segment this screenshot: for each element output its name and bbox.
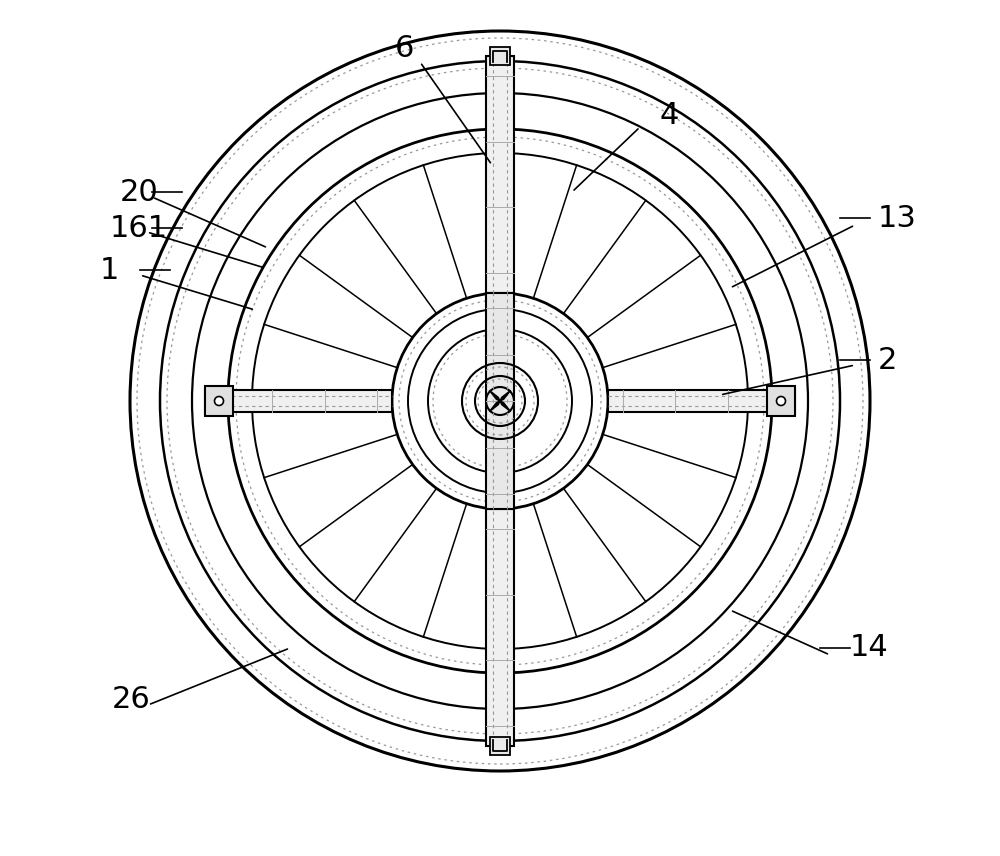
Bar [486, 509, 514, 746]
Text: 161: 161 [110, 213, 168, 242]
Bar [608, 390, 795, 412]
Bar [486, 56, 514, 293]
Text: 2: 2 [878, 346, 897, 375]
Text: 26: 26 [112, 686, 151, 715]
Bar [205, 386, 233, 416]
Text: 4: 4 [660, 100, 679, 129]
Polygon shape [489, 401, 500, 412]
Bar [486, 293, 514, 509]
Circle shape [776, 396, 786, 406]
Polygon shape [489, 390, 500, 401]
Bar [490, 47, 510, 65]
Bar [767, 386, 795, 416]
Polygon shape [500, 401, 511, 412]
Circle shape [214, 396, 224, 406]
Text: 6: 6 [395, 33, 414, 62]
Text: 20: 20 [120, 177, 159, 206]
Bar [205, 390, 392, 412]
Text: 14: 14 [850, 633, 889, 663]
Bar [490, 737, 510, 755]
Polygon shape [500, 390, 511, 401]
Text: 13: 13 [878, 204, 917, 233]
Text: 1: 1 [100, 255, 119, 284]
